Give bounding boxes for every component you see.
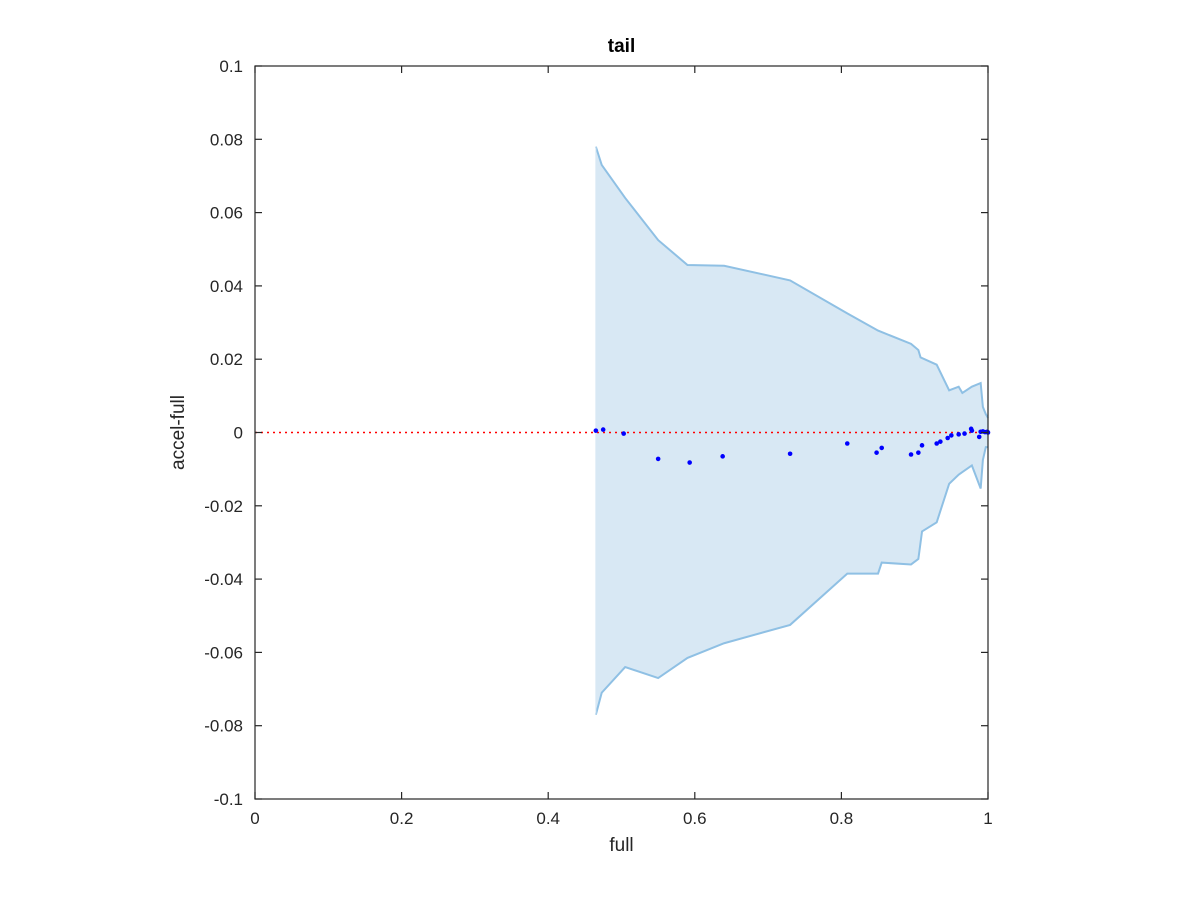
data-point [938,439,943,444]
y-tick-label: -0.06 [204,643,243,662]
x-tick-label: 0 [250,809,259,828]
data-point [945,435,950,441]
chart-title: tail [608,36,635,57]
x-tick-label: 0.8 [830,809,854,828]
x-tick-label: 0.2 [390,809,414,828]
y-tick-label: 0.08 [210,130,243,149]
x-axis-label: full [609,835,633,856]
data-point [787,451,793,457]
y-tick-labels: -0.1 -0.08 -0.06 -0.04 -0.02 0 0.02 0.04 0.06 0.0… [204,57,243,809]
data-point [956,432,961,437]
data-point [874,450,879,455]
data-point [934,441,939,446]
data-point [720,454,725,459]
x-tick-label: 0.6 [683,809,707,828]
x-tick-label: 0.4 [536,809,560,828]
data-point [621,431,626,436]
y-tick-label: -0.08 [204,717,243,736]
data-point [969,428,975,433]
x-tick-labels: 0 0.2 0.4 0.6 0.8 1 [250,809,992,828]
data-point [593,428,599,433]
data-point [908,452,914,457]
data-point [916,450,921,455]
y-tick-label: 0 [234,424,243,443]
data-point [962,431,967,436]
data-point [976,434,982,440]
data-point [879,445,885,451]
band-lower-edge [594,446,988,715]
data-point [600,427,606,432]
confidence-band [594,146,989,715]
data-point [919,443,925,448]
y-axis-label: accel-full [168,395,189,470]
data-point [949,433,954,438]
y-tick-label: 0.02 [210,350,243,369]
y-tick-label: 0.06 [210,204,243,223]
y-tick-label: -0.1 [214,790,243,809]
y-tick-label: -0.02 [204,497,243,516]
axis-ticks [254,65,989,800]
data-point [844,441,850,446]
data-point [687,460,692,465]
y-tick-label: 0.04 [210,277,243,296]
x-tick-label: 1 [983,809,992,828]
band-upper-edge [594,146,989,419]
data-point [655,456,661,462]
y-tick-label: -0.04 [204,570,243,589]
band-fill [595,146,988,715]
y-tick-label: 0.1 [219,57,243,76]
